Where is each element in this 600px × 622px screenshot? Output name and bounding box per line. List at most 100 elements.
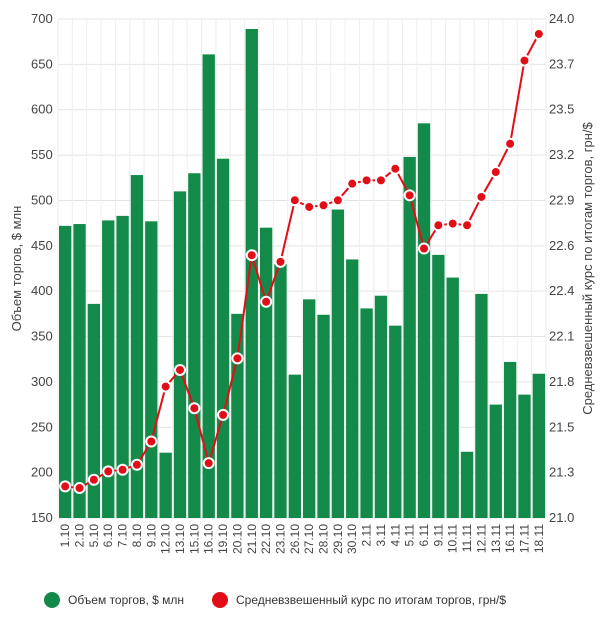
x-tick-label: 27.10 (302, 524, 316, 554)
bar (417, 123, 431, 518)
rate-point (418, 242, 430, 255)
bar (489, 404, 502, 518)
rate-point (145, 435, 158, 448)
bar (173, 191, 187, 518)
rate-point (87, 473, 100, 486)
rate-point (231, 352, 244, 365)
rate-point (446, 217, 459, 230)
x-tick-label: 23.10 (273, 524, 287, 554)
y-left-tick-label: 450 (31, 238, 53, 253)
x-tick-label: 19.10 (216, 524, 230, 554)
rate-point (202, 457, 215, 470)
bar (87, 303, 101, 518)
rate-point (59, 480, 72, 493)
x-tick-label: 4.11 (388, 524, 402, 547)
rate-point (331, 194, 344, 207)
x-tick-label: 21.10 (245, 524, 259, 554)
y-right-tick-label: 21.3 (549, 465, 574, 480)
x-tick-label: 11.11 (460, 524, 474, 553)
legend: Объем торгов, $ млн Средневзвешенный кур… (0, 592, 600, 616)
bar (360, 308, 373, 518)
rate-point (217, 408, 230, 421)
bar (216, 158, 230, 518)
x-tick-label: 2.11 (360, 524, 374, 547)
y-left-tick-label: 300 (31, 374, 53, 389)
y-right-tick-label: 21.8 (549, 374, 574, 389)
y-right-tick-label: 21.0 (549, 510, 574, 525)
bar (432, 254, 445, 518)
bar (374, 295, 388, 518)
y-right-tick-label: 22.1 (549, 329, 574, 344)
bar (102, 220, 115, 518)
bar (288, 374, 301, 518)
bar (403, 156, 416, 518)
legend-volume-label: Объем торгов, $ млн (68, 593, 184, 607)
rate-point (360, 174, 373, 187)
bar (446, 277, 459, 518)
y-left-tick-label: 400 (31, 283, 53, 298)
y-right-tick-label: 22.9 (549, 192, 574, 207)
rate-point (102, 465, 115, 478)
rate-point (432, 219, 445, 232)
x-tick-label: 13.10 (173, 524, 187, 554)
rate-point (518, 54, 531, 67)
legend-volume-swatch-icon (44, 592, 60, 608)
bar (73, 224, 86, 518)
x-tick-label: 12.10 (159, 524, 173, 554)
bar (518, 394, 531, 518)
bar (245, 28, 258, 518)
rate-line (65, 33, 540, 490)
y-right-tick-label: 23.2 (549, 147, 574, 162)
x-tick-label: 13.11 (489, 524, 503, 553)
y-left-axis-title: Объем торгов, $ млн (9, 206, 24, 332)
y-right-axis-title: Средневзвешенный курс по итогам торгов, … (580, 121, 595, 414)
bar (130, 175, 144, 518)
y-right-tick-label: 21.5 (549, 419, 574, 434)
x-tick-label: 18.11 (532, 524, 546, 553)
y-left-tick-label: 200 (31, 465, 53, 480)
rate-point (274, 255, 287, 268)
x-tick-label: 20.10 (230, 524, 244, 554)
rate-point (489, 166, 502, 179)
bar (532, 373, 545, 518)
legend-rate-swatch-icon (212, 592, 228, 608)
bar (116, 215, 129, 519)
rate-point (174, 363, 186, 376)
rate-point (403, 189, 416, 202)
x-tick-label: 9.11 (431, 524, 445, 547)
x-tick-label: 15.10 (187, 524, 201, 554)
y-left-tick-label: 650 (31, 56, 53, 71)
rate-point (116, 463, 129, 476)
y-left-tick-label: 700 (31, 11, 53, 26)
y-right-tick-label: 24.0 (549, 11, 574, 26)
x-tick-label: 3.11 (374, 524, 388, 547)
bar (346, 259, 359, 518)
x-tick-label: 5.11 (403, 524, 417, 547)
x-tick-label: 9.10 (144, 524, 158, 548)
y-left-tick-label: 250 (31, 419, 53, 434)
y-right-tick-label: 23.5 (549, 102, 574, 117)
x-tick-label: 26.10 (288, 524, 302, 554)
bar (159, 452, 172, 518)
rate-point (374, 174, 387, 187)
rate-point (475, 190, 488, 203)
y-right-tick-label: 22.4 (549, 283, 574, 298)
bar (389, 325, 402, 518)
x-tick-label: 30.10 (345, 524, 359, 554)
x-tick-label: 6.10 (101, 524, 115, 548)
bar (188, 173, 201, 518)
rate-point (288, 194, 301, 207)
rate-point (504, 137, 517, 150)
y-left-tick-label: 150 (31, 510, 53, 525)
rate-point (73, 482, 86, 495)
bar (259, 227, 273, 518)
x-tick-label: 22.10 (259, 524, 273, 554)
legend-rate-label: Средневзвешенный курс по итогам торгов, … (236, 593, 507, 607)
x-tick-label: 7.10 (116, 524, 130, 548)
bar (202, 54, 215, 518)
rate-point (461, 219, 474, 232)
y-right-tick-label: 22.6 (549, 238, 574, 253)
y-right-tick-label: 23.7 (549, 56, 574, 71)
bar (331, 209, 345, 518)
